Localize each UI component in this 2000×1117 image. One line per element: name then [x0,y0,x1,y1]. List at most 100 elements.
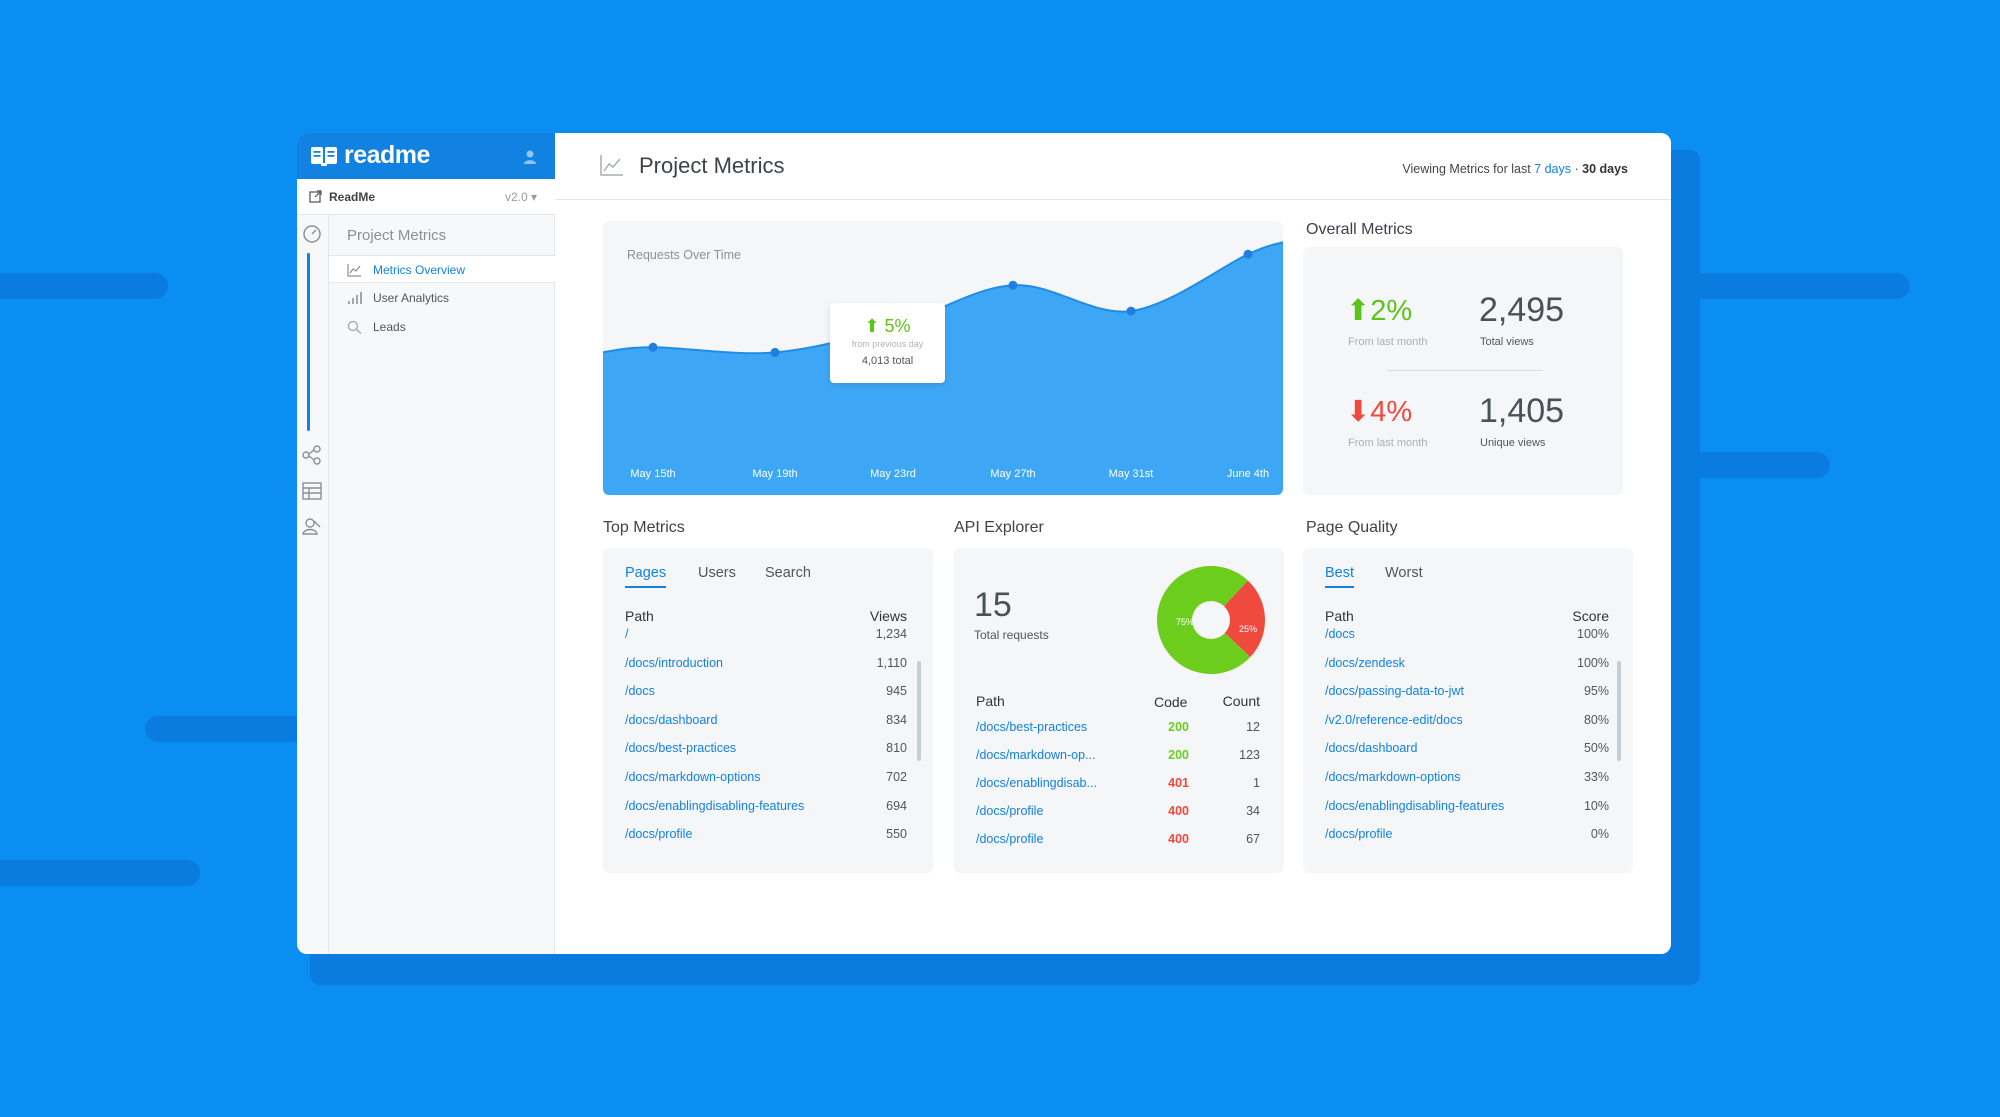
page-header: Project Metrics Viewing Metrics for last… [555,133,1671,200]
page-path-link[interactable]: / [625,627,629,641]
table-row[interactable]: /docs/dashboard 834 [603,713,933,733]
data-point[interactable] [648,342,658,352]
table-row[interactable]: /docs/best-practices 810 [603,741,933,761]
endpoint-path-link[interactable]: /docs/profile [976,832,1044,846]
tab-best[interactable]: Best [1325,565,1355,588]
table-row[interactable]: /docs/profile 400 67 [954,832,1284,852]
x-tick-label: May 27th [990,468,1035,480]
scrollbar[interactable] [917,661,921,761]
api-explorer-title: API Explorer [954,519,1044,536]
quality-score: 80% [1583,712,1609,727]
x-tick-label: May 23rd [870,468,916,480]
project-selector[interactable]: ReadMe v2.0 ▾ [297,179,555,215]
tab-users[interactable]: Users [698,565,736,581]
support-icon[interactable] [301,516,323,536]
tab-pages[interactable]: Pages [625,565,667,588]
table-row[interactable]: /docs/dashboard 50% [1303,741,1633,761]
background-stripe [0,860,200,886]
page-path-link[interactable]: /docs/dashboard [625,712,718,727]
viewing-label: Viewing Metrics for last [1402,162,1535,176]
table-row[interactable]: /docs/markdown-op... 200 123 [954,748,1284,768]
page-path-link[interactable]: /docs/zendesk [1325,655,1405,670]
page-path-link[interactable]: /docs/enablingdisabling-features [625,798,805,813]
page-path-link[interactable]: /docs/introduction [625,655,723,670]
table-row[interactable]: /v2.0/reference-edit/docs 80% [1303,713,1633,733]
table-row[interactable]: /docs/introduction 1,110 [603,656,933,676]
views-count: 834 [886,712,907,727]
speedometer-icon[interactable] [301,223,323,243]
views-count: 810 [886,741,907,756]
table-row[interactable]: /docs/profile 400 34 [954,804,1284,824]
status-code: 200 [1168,748,1189,762]
background-stripe [145,716,305,742]
search-icon [347,320,362,334]
table-row[interactable]: /docs 100% [1303,627,1633,647]
status-pie-chart: 75% 25% [1156,566,1265,674]
page-path-link[interactable]: /v2.0/reference-edit/docs [1325,712,1463,727]
data-point[interactable] [1243,249,1253,259]
user-icon[interactable] [523,149,537,165]
quality-score: 100% [1577,655,1609,670]
views-count: 550 [886,827,907,842]
page-path-link[interactable]: /docs [1325,627,1355,641]
range-7-days-link[interactable]: 7 days [1534,162,1572,176]
table-row[interactable]: /docs/markdown-options 702 [603,770,933,790]
endpoint-path-link[interactable]: /docs/enablingdisab... [976,776,1097,790]
top-metrics-card: Pages Users Search Path Views / 1,234/doc… [603,548,933,873]
pie-hole [1192,601,1230,639]
page-path-link[interactable]: /docs [625,684,655,699]
views-change-up: ⬆2% [1346,295,1413,327]
page-path-link[interactable]: /docs/passing-data-to-jwt [1325,684,1464,699]
page-path-link[interactable]: /docs/profile [1325,827,1393,842]
table-row[interactable]: /docs/best-practices 200 12 [954,720,1284,740]
tab-search[interactable]: Search [765,565,811,581]
tab-worst[interactable]: Worst [1385,565,1423,581]
pie-slice-error [1211,580,1265,657]
scrollbar[interactable] [1617,661,1621,761]
column-header-count: Count [1222,693,1260,709]
page-path-link[interactable]: /docs/dashboard [1325,741,1418,756]
page-path-link[interactable]: /docs/markdown-options [625,770,761,784]
table-row[interactable]: /docs/profile 0% [1303,827,1633,847]
views-count: 694 [886,798,907,813]
page-quality-title: Page Quality [1306,519,1398,536]
data-point[interactable] [1008,280,1018,290]
endpoint-path-link[interactable]: /docs/profile [976,804,1044,818]
data-point[interactable] [770,347,780,357]
page-path-link[interactable]: /docs/profile [625,827,693,842]
total-requests-label: Total requests [974,628,1049,642]
share-icon[interactable] [301,445,323,465]
page-path-link[interactable]: /docs/best-practices [625,741,737,756]
x-tick-label: May 19th [752,468,797,480]
table-icon[interactable] [301,481,323,501]
top-metrics-title: Top Metrics [603,519,685,536]
table-row[interactable]: / 1,234 [603,627,933,647]
total-requests-value: 15 [974,586,1012,624]
version-dropdown[interactable]: v2.0 ▾ [504,190,537,204]
table-row[interactable]: /docs/enablingdisabling-features 10% [1303,799,1633,819]
column-header-path: Path [625,608,654,624]
request-count: 12 [1246,720,1260,734]
table-row[interactable]: /docs 945 [603,684,933,704]
page-path-link[interactable]: /docs/markdown-options [1325,770,1461,784]
request-count: 123 [1239,748,1260,762]
data-point[interactable] [1126,306,1136,316]
table-row[interactable]: /docs/zendesk 100% [1303,656,1633,676]
subnav-item-metrics-overview[interactable]: Metrics Overview [329,255,555,283]
column-header-score: Score [1572,608,1609,624]
subnav-item-user-analytics[interactable]: User Analytics [329,284,555,312]
unique-views-value: 1,405 [1479,392,1565,430]
page-path-link[interactable]: /docs/enablingdisabling-features [1325,798,1505,813]
endpoint-path-link[interactable]: /docs/markdown-op... [976,748,1096,762]
table-row[interactable]: /docs/enablingdisab... 401 1 [954,776,1284,796]
status-code: 400 [1168,804,1189,818]
x-tick-label: May 31st [1109,468,1154,480]
range-30-days-link[interactable]: 30 days [1582,162,1628,176]
table-row[interactable]: /docs/passing-data-to-jwt 95% [1303,684,1633,704]
table-row[interactable]: /docs/markdown-options 33% [1303,770,1633,790]
subnav-item-leads[interactable]: Leads [329,313,555,341]
table-row[interactable]: /docs/profile 550 [603,827,933,847]
endpoint-path-link[interactable]: /docs/best-practices [976,720,1088,734]
subnav-item-label: Leads [373,320,406,334]
table-row[interactable]: /docs/enablingdisabling-features 694 [603,799,933,819]
